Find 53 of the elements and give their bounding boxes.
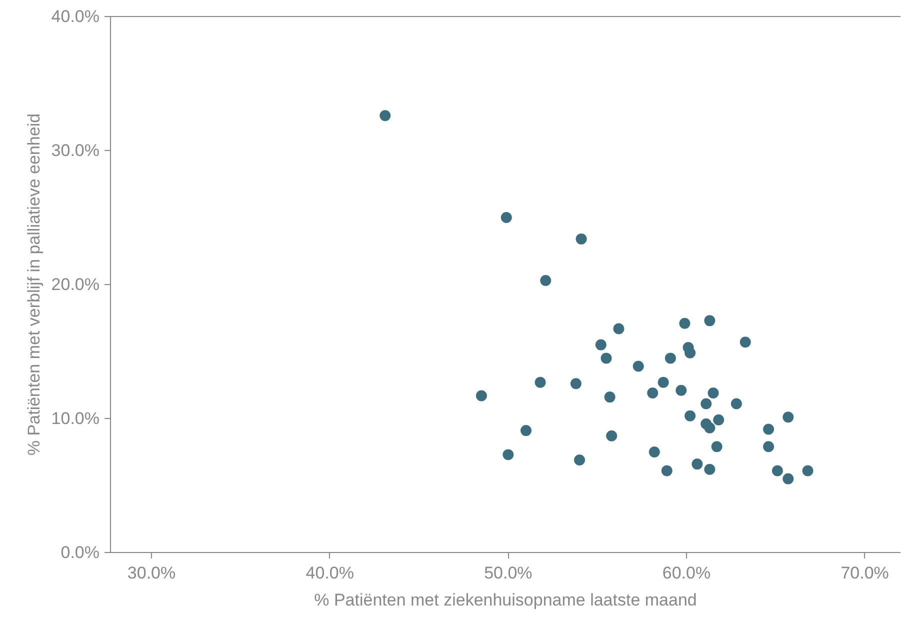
y-tick-label: 0.0% (60, 543, 100, 562)
x-tick-label: 60.0% (662, 564, 711, 582)
y-tick-label: 40.0% (51, 7, 100, 26)
point (606, 430, 618, 442)
point (595, 339, 606, 350)
y-tick-label: 30.0% (51, 141, 100, 160)
point (664, 352, 676, 364)
point (700, 398, 712, 410)
point (704, 464, 716, 475)
point (802, 465, 814, 476)
point (576, 233, 587, 244)
point (632, 360, 644, 372)
point (679, 318, 690, 329)
point (661, 465, 672, 476)
x-axis-title: % Patiënten met ziekenhuisopname laatste maand (314, 590, 697, 610)
point (380, 110, 391, 122)
point (676, 384, 687, 396)
x-tick-label: 70.0% (840, 564, 889, 582)
x-tick-label: 50.0% (484, 564, 532, 582)
point (763, 424, 774, 435)
point (520, 425, 532, 436)
point (574, 454, 586, 466)
point (647, 388, 658, 399)
point (534, 376, 546, 388)
point (476, 390, 487, 402)
y-tick-label: 20.0% (51, 275, 100, 294)
point (704, 422, 716, 434)
point (730, 398, 742, 410)
point (711, 441, 722, 452)
point (600, 352, 612, 364)
point (502, 449, 514, 460)
point (570, 378, 582, 390)
point (692, 458, 703, 470)
point (684, 347, 696, 358)
point (763, 441, 774, 452)
point (740, 336, 751, 348)
point (658, 376, 669, 388)
y-axis-title: % Patiënten met verblijf in palliatieve eenheid (24, 113, 44, 456)
point (540, 274, 552, 286)
point (704, 315, 716, 326)
point (713, 414, 724, 426)
point (684, 410, 696, 422)
point (648, 446, 660, 458)
point (782, 412, 794, 423)
point (782, 473, 794, 484)
point (500, 212, 512, 223)
x-tick-label: 40.0% (306, 564, 354, 582)
point (604, 392, 616, 403)
point (708, 388, 719, 399)
point (772, 465, 783, 476)
y-tick-label: 10.0% (51, 409, 100, 428)
x-tick-label: 30.0% (127, 564, 176, 582)
point (613, 323, 624, 334)
